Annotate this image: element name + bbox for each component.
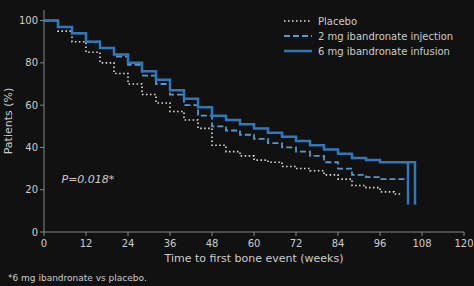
x-tick	[128, 232, 129, 236]
x-tick	[86, 232, 87, 236]
annotation: P=0.018*	[62, 173, 115, 186]
y-tick-label: 60	[25, 100, 38, 111]
end-drop	[407, 162, 410, 204]
footnote: *6 mg ibandronate vs placebo.	[8, 273, 147, 283]
x-tick-label: 0	[41, 238, 47, 249]
y-tick	[40, 62, 44, 63]
legend-swatch	[284, 20, 312, 22]
x-tick-label: 48	[206, 238, 219, 249]
background	[0, 0, 474, 286]
legend-label: 6 mg ibandronate infusion	[318, 46, 450, 57]
x-tick	[464, 232, 465, 236]
y-tick-label: 20	[25, 184, 38, 195]
x-tick	[44, 232, 45, 236]
x-tick-label: 36	[164, 238, 177, 249]
y-tick	[40, 232, 44, 233]
y-tick-label: 40	[25, 142, 38, 153]
x-tick	[254, 232, 255, 236]
y-tick	[40, 147, 44, 148]
chart: 0 12 24 36 48 60 72 84 96 108 120 0 20 40 60 80 100 Time …	[0, 0, 474, 286]
legend-swatch	[284, 35, 312, 37]
x-tick	[338, 232, 339, 236]
y-axis-label: Patients (%)	[2, 88, 15, 155]
x-tick-label: 120	[454, 238, 473, 249]
y-tick	[40, 105, 44, 106]
x-tick-label: 60	[248, 238, 261, 249]
x-tick	[422, 232, 423, 236]
y-tick-label: 100	[19, 15, 38, 26]
x-tick	[170, 232, 171, 236]
x-tick	[296, 232, 297, 236]
x-axis-label: Time to first bone event (weeks)	[164, 252, 344, 265]
x-tick-label: 84	[332, 238, 345, 249]
step-line	[44, 21, 408, 180]
y-tick	[40, 189, 44, 190]
y-axis-line	[44, 10, 45, 232]
legend: Placebo 2 mg ibandronate injection 6 mg ib…	[284, 16, 453, 57]
legend-label: Placebo	[318, 16, 357, 27]
legend-swatch	[284, 50, 312, 53]
legend-label: 2 mg ibandronate injection	[318, 31, 453, 42]
x-tick	[212, 232, 213, 236]
x-tick-label: 72	[290, 238, 303, 249]
y-tick-label: 0	[32, 227, 38, 238]
y-tick-label: 80	[25, 57, 38, 68]
x-tick-label: 96	[374, 238, 387, 249]
x-tick-label: 24	[122, 238, 135, 249]
y-tick	[40, 20, 44, 21]
x-tick-label: 12	[80, 238, 93, 249]
x-tick	[380, 232, 381, 236]
x-tick-label: 108	[412, 238, 431, 249]
